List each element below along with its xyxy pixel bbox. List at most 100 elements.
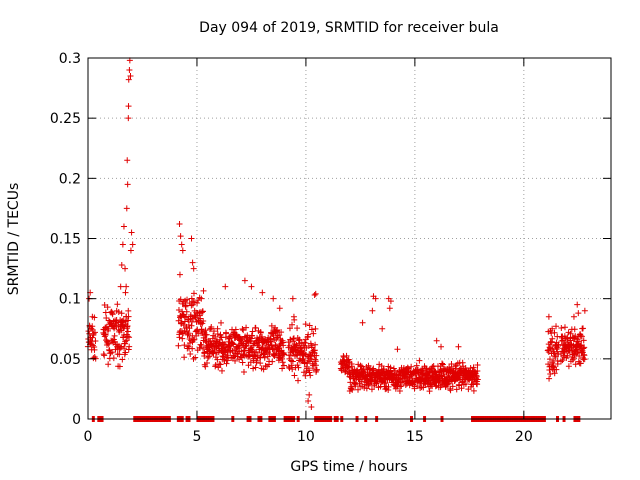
data-point — [181, 313, 188, 320]
data-point — [212, 354, 219, 361]
data-point — [288, 362, 295, 369]
data-point — [122, 338, 129, 345]
y-tick-label: 0.25 — [50, 111, 81, 127]
data-point — [104, 339, 111, 346]
data-point — [177, 296, 184, 303]
data-point — [91, 329, 98, 336]
data-point — [120, 223, 127, 230]
data-point — [127, 247, 134, 254]
data-point — [89, 334, 96, 341]
data-point — [369, 307, 376, 314]
data-point — [200, 317, 207, 324]
data-point — [289, 366, 296, 373]
data-point — [361, 384, 368, 391]
data-point — [249, 328, 256, 335]
data-point — [122, 265, 129, 272]
data-point — [102, 309, 109, 316]
data-point — [205, 353, 212, 360]
data-point — [128, 229, 135, 236]
data-point — [274, 326, 281, 333]
data-point — [574, 301, 581, 308]
data-point — [545, 313, 552, 320]
data-point — [122, 289, 129, 296]
data-point — [308, 326, 315, 333]
data-point — [551, 329, 558, 336]
y-tick-label: 0 — [72, 412, 81, 428]
y-tick-label: 0.3 — [59, 51, 81, 67]
data-point — [581, 344, 588, 351]
data-point — [103, 314, 110, 321]
data-point — [214, 325, 221, 332]
data-point — [429, 363, 436, 370]
data-point — [91, 346, 98, 353]
data-point — [269, 358, 276, 365]
data-point — [208, 324, 215, 331]
data-point — [403, 374, 410, 381]
data-point — [125, 313, 132, 320]
data-point — [474, 376, 481, 383]
data-point — [312, 341, 319, 348]
data-point — [310, 330, 317, 337]
data-point — [105, 340, 112, 347]
data-point — [552, 353, 559, 360]
axis-ticks: 0 0.05 0.1 0.15 0.2 0.25 0.3 0 5 10 15 20 — [50, 51, 611, 445]
data-point — [183, 308, 190, 315]
data-point — [243, 324, 250, 331]
data-point — [188, 295, 195, 302]
data-point — [217, 361, 224, 368]
data-point — [561, 324, 568, 331]
data-point — [177, 233, 184, 240]
data-point — [118, 310, 125, 317]
data-point — [300, 369, 307, 376]
y-tick-label: 0.1 — [59, 292, 81, 308]
data-point — [126, 343, 133, 350]
data-point — [124, 181, 131, 188]
data-point — [564, 352, 571, 359]
x-tick-label: 20 — [515, 429, 533, 445]
data-point — [118, 261, 125, 268]
data-point — [216, 360, 223, 367]
data-point — [210, 350, 217, 357]
x-axis-label: GPS time / hours — [290, 459, 407, 475]
x-tick-label: 5 — [192, 429, 201, 445]
data-point — [305, 331, 312, 338]
data-point — [313, 366, 320, 373]
data-point — [306, 391, 313, 398]
data-point — [105, 361, 112, 368]
data-point — [248, 283, 255, 290]
data-point — [271, 351, 278, 358]
data-point — [252, 364, 259, 371]
data-point — [175, 342, 182, 349]
data-point — [116, 363, 123, 370]
data-point — [200, 345, 207, 352]
data-point — [368, 386, 375, 393]
data-point — [223, 330, 230, 337]
data-point — [413, 362, 420, 369]
data-point — [278, 329, 285, 336]
data-point — [279, 359, 286, 366]
data-point — [272, 341, 279, 348]
data-point — [289, 358, 296, 365]
data-point — [259, 289, 266, 296]
data-point — [119, 356, 126, 363]
data-point — [572, 361, 579, 368]
data-point — [379, 325, 386, 332]
data-point — [109, 311, 116, 318]
data-point — [189, 259, 196, 266]
data-point — [348, 383, 355, 390]
data-point — [474, 367, 481, 374]
data-point — [448, 361, 455, 368]
data-point — [575, 310, 582, 317]
data-point — [280, 362, 287, 369]
data-point — [100, 351, 107, 358]
data-point — [300, 355, 307, 362]
data-point — [558, 358, 565, 365]
data-point — [210, 328, 217, 335]
data-point — [114, 301, 121, 308]
data-point — [291, 372, 298, 379]
data-point — [123, 337, 130, 344]
data-point — [181, 342, 188, 349]
data-point — [104, 304, 111, 311]
data-point — [280, 342, 287, 349]
